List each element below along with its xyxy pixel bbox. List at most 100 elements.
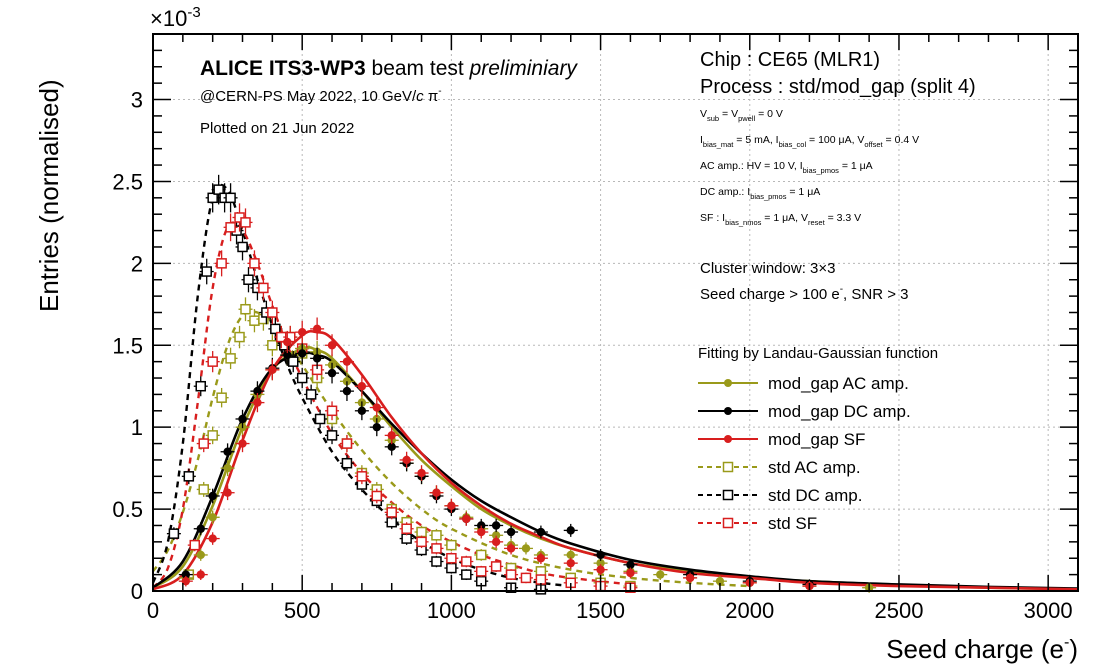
legend-marker — [722, 461, 734, 473]
data-point-mod-gap-ac-amp — [220, 460, 235, 477]
data-point-mod-gap-sf — [310, 317, 325, 341]
legend-marker — [722, 517, 734, 529]
data-point-mod-gap-sf — [250, 393, 265, 413]
data-point-std-sf — [205, 351, 220, 373]
process-label: Process : std/mod_gap (split 4) — [700, 76, 976, 98]
data-point-std-ac-amp — [223, 347, 238, 370]
data-point-std-ac-amp — [265, 334, 280, 357]
seed-cut: Seed charge > 100 e-, SNR > 3 — [700, 284, 909, 303]
data-point-mod-gap-ac-amp — [653, 569, 668, 581]
x-tick-label: 500 — [284, 598, 321, 623]
data-point-std-sf — [459, 555, 474, 568]
fit-layer — [151, 183, 1079, 591]
data-point-mod-gap-dc-amp — [193, 522, 208, 536]
y-exponent: ×10-3 — [150, 4, 201, 31]
data-point-mod-gap-sf — [205, 532, 220, 545]
data-point-std-ac-amp — [196, 481, 211, 497]
data-point-mod-gap-dc-amp — [354, 401, 369, 421]
x-tick-label: 0 — [147, 598, 159, 623]
param-vsub: Vsub = Vpwell = 0 V — [700, 108, 783, 123]
data-point-mod-gap-sf — [399, 451, 414, 469]
fit-curve-mod-gap-ac-amp — [152, 345, 1079, 591]
y-tick-label: 3 — [131, 88, 143, 113]
data-point-std-sf — [256, 275, 271, 301]
legend: mod_gap AC amp. mod_gap DC amp. mod_gap SF… — [698, 374, 911, 533]
data-point-mod-gap-sf — [474, 525, 489, 539]
data-point-mod-gap-sf — [265, 359, 280, 381]
x-axis-title: Seed charge (e-) — [886, 634, 1078, 664]
data-point-std-ac-amp — [205, 426, 220, 445]
data-point-mod-gap-sf — [593, 564, 608, 576]
data-point-mod-gap-dc-amp — [339, 381, 354, 402]
data-point-mod-gap-sf — [295, 320, 310, 344]
axis-layer: 0 500 1000 1500 2000 2500 3000 0 0.5 1 1.5 2 2.5 3 — [112, 33, 1079, 623]
data-point-mod-gap-dc-amp — [325, 362, 340, 384]
x-tick-label: 3000 — [1024, 598, 1073, 623]
data-point-std-sf — [518, 572, 533, 584]
fit-curve-std-dc-amp — [151, 183, 571, 588]
data-point-std-sf — [384, 505, 399, 520]
data-point-std-dc-amp — [235, 233, 250, 261]
x-tick-label: 1500 — [576, 598, 625, 623]
data-point-std-sf — [489, 560, 504, 573]
data-point-std-ac-amp — [232, 325, 247, 349]
param-sf: SF : Ibias_nmos = 1 μA, Vreset = 3.3 V — [700, 212, 861, 227]
fit-curve-mod-gap-sf — [152, 329, 1079, 591]
data-point-std-dc-amp — [166, 527, 181, 541]
fit-curve-mod-gap-dc-amp — [152, 351, 1079, 590]
data-point-std-sf — [187, 539, 202, 552]
legend-entry-std-dc-amp: std DC amp. — [698, 486, 862, 505]
data-point-std-sf — [223, 213, 238, 242]
x-tick-label: 1000 — [427, 598, 476, 623]
data-point-std-dc-amp — [304, 384, 319, 405]
fitting-label: Fitting by Landau-Gaussian function — [698, 345, 938, 362]
data-point-std-ac-amp — [444, 539, 459, 552]
data-point-mod-gap-sf — [384, 426, 399, 445]
param-ibias: Ibias_mat = 5 mA, Ibias_col = 100 μA, Vo… — [700, 134, 919, 149]
data-point-mod-gap-sf — [369, 398, 384, 417]
legend-marker — [724, 379, 732, 387]
data-point-std-sf — [354, 468, 369, 485]
data-point-mod-gap-sf — [429, 485, 444, 501]
param-dc: DC amp.: Ibias_pmos = 1 μA — [700, 186, 820, 201]
param-ac: AC amp.: HV = 10 V, Ibias_pmos = 1 μA — [700, 160, 873, 175]
data-point-mod-gap-dc-amp — [563, 523, 578, 537]
data-point-mod-gap-dc-amp — [235, 409, 250, 429]
data-point-std-ac-amp — [474, 549, 489, 561]
chip-label: Chip : CE65 (MLR1) — [700, 49, 880, 71]
data-point-mod-gap-sf — [444, 498, 459, 513]
data-point-std-sf — [369, 488, 384, 504]
data-point-mod-gap-ac-amp — [712, 575, 727, 587]
legend-label: std SF — [768, 514, 817, 533]
data-point-std-sf — [429, 542, 444, 555]
data-point-mod-gap-dc-amp — [310, 347, 325, 370]
legend-entry-std-sf: std SF — [698, 514, 817, 533]
x-tick-label: 2000 — [725, 598, 774, 623]
legend-entry-mod-gap-dc-amp: mod_gap DC amp. — [698, 402, 911, 421]
data-point-mod-gap-ac-amp — [205, 510, 220, 525]
data-point-std-sf — [196, 434, 211, 453]
legend-marker — [724, 407, 732, 415]
data-point-std-sf — [247, 250, 262, 277]
legend-entry-std-ac-amp: std AC amp. — [698, 458, 861, 477]
plot-frame — [152, 33, 1079, 592]
legend-marker — [722, 489, 734, 501]
experiment-label: ALICE ITS3-WP3 beam test preliminiary — [200, 57, 578, 80]
data-point-std-dc-amp — [429, 555, 444, 568]
data-point-mod-gap-ac-amp — [193, 549, 208, 561]
data-point-std-ac-amp — [429, 528, 444, 542]
data-point-mod-gap-dc-amp — [178, 569, 193, 581]
y-tick-label: 1.5 — [112, 333, 143, 358]
fit-curve-std-sf — [152, 221, 631, 589]
data-point-std-ac-amp — [238, 297, 253, 322]
data-point-mod-gap-sf — [414, 465, 429, 481]
data-point-std-sf — [474, 565, 489, 577]
data-point-mod-gap-dc-amp — [593, 549, 608, 561]
data-point-mod-gap-sf — [193, 569, 208, 581]
data-point-mod-gap-sf — [220, 485, 235, 501]
plotted-on: Plotted on 21 Jun 2022 — [200, 120, 354, 137]
legend-label: mod_gap DC amp. — [768, 402, 911, 421]
x-tick-label: 2500 — [874, 598, 923, 623]
data-point-std-sf — [504, 569, 519, 581]
y-axis-title: Entries (normalised) — [34, 79, 64, 312]
